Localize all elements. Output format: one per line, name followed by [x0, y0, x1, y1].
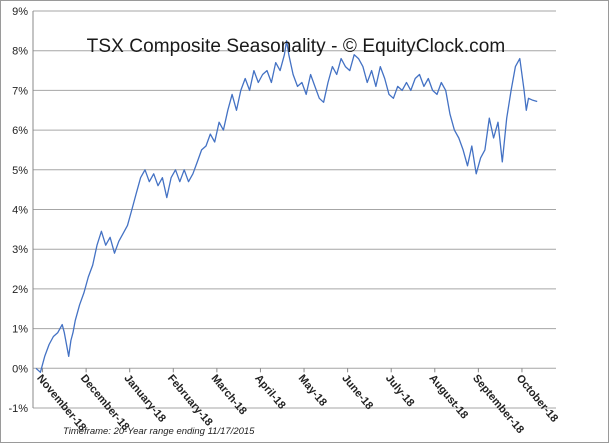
y-tick-label: 3%	[12, 244, 28, 256]
x-tick-label: May-18	[296, 373, 329, 409]
y-tick-label: 9%	[12, 6, 28, 18]
y-tick-label: 2%	[12, 284, 28, 296]
x-tick-label: February-18	[165, 373, 215, 429]
chart-footnote: Timeframe: 20-Year range ending 11/17/20…	[63, 426, 255, 437]
x-tick-label: October-18	[514, 373, 561, 425]
y-tick-label: 5%	[12, 165, 28, 177]
y-tick-label: 0%	[12, 363, 28, 375]
y-tick-label: 8%	[12, 46, 28, 58]
x-tick-label: July-18	[383, 373, 417, 410]
y-tick-label: -1%	[8, 403, 28, 415]
y-tick-label: 1%	[12, 324, 28, 336]
gridlines	[33, 10, 556, 409]
y-tick-label: 7%	[12, 85, 28, 97]
x-tick-label: June-18	[339, 373, 375, 413]
chart-title: TSX Composite Seasonality - © EquityCloc…	[86, 36, 506, 57]
y-tick-label: 6%	[12, 125, 28, 137]
x-tick-label: March-18	[209, 373, 249, 418]
x-tick-label: January-18	[121, 373, 168, 425]
series-line	[35, 40, 538, 373]
y-axis-ticks: -1% 0% 1% 2% 3% 4% 5% 6% 7% 8% 9%	[8, 6, 28, 415]
x-tick-label: April-18	[252, 373, 288, 412]
y-tick-label: 4%	[12, 205, 28, 217]
x-tick-label: August-18	[426, 373, 470, 422]
